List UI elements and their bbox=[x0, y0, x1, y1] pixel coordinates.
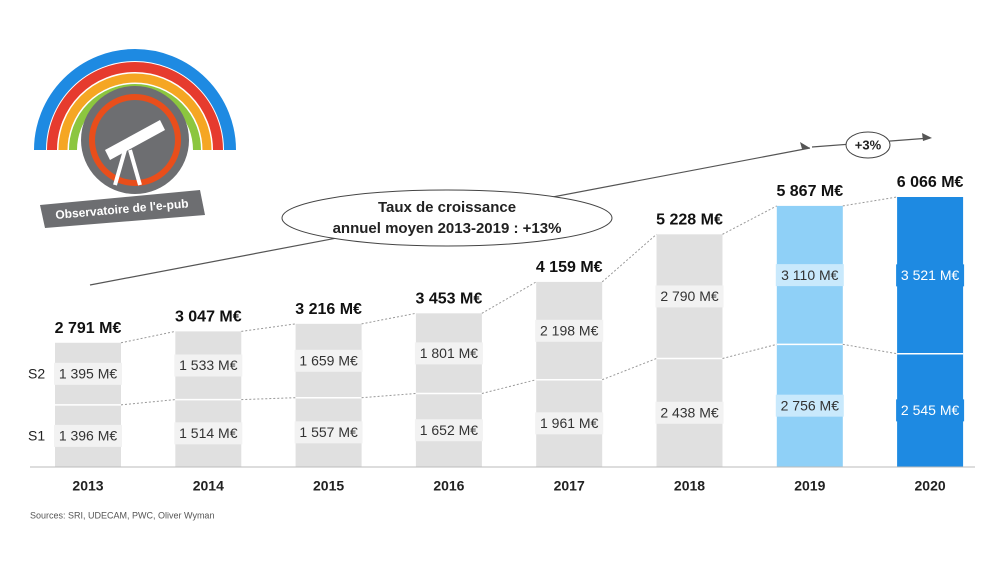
label-box bbox=[655, 401, 724, 424]
connector bbox=[481, 379, 537, 394]
source: Sources: SRI, UDECAM, PWC, Oliver Wyman bbox=[30, 510, 214, 520]
label-box bbox=[174, 354, 243, 377]
label-box bbox=[174, 422, 243, 445]
total-label: 4 159 M€ bbox=[536, 259, 603, 276]
label-box bbox=[896, 399, 965, 422]
connector bbox=[241, 323, 296, 332]
label-box bbox=[294, 421, 363, 444]
label-box bbox=[54, 362, 122, 385]
connector bbox=[601, 233, 657, 283]
segment-label: 3 110 M€ bbox=[781, 267, 839, 283]
connector bbox=[361, 392, 416, 399]
x-tick-label: 2018 bbox=[674, 478, 705, 494]
connector bbox=[842, 196, 898, 207]
connector bbox=[722, 343, 777, 359]
connector bbox=[481, 281, 537, 314]
segment-label: 2 198 M€ bbox=[540, 323, 599, 339]
total-label: 3 047 M€ bbox=[175, 309, 242, 326]
annotation: Taux de croissance bbox=[378, 199, 516, 216]
total-label: 5 867 M€ bbox=[776, 183, 843, 200]
x-tick-label: 2019 bbox=[794, 478, 825, 494]
segment-label: 2 756 M€ bbox=[781, 397, 840, 413]
x-tick-label: 2013 bbox=[72, 478, 103, 494]
x-tick-label: 2017 bbox=[554, 478, 585, 494]
x-tick-label: 2014 bbox=[193, 478, 224, 494]
annotation-bubble bbox=[845, 131, 891, 159]
legend-label: S1 bbox=[28, 428, 45, 444]
segment-label: 1 961 M€ bbox=[540, 415, 599, 431]
connector bbox=[842, 343, 898, 355]
label-box bbox=[535, 412, 604, 435]
total-label: 2 791 M€ bbox=[55, 320, 122, 337]
connector bbox=[241, 397, 296, 401]
logo: Observatoire de l'e-pub bbox=[34, 49, 236, 228]
connector bbox=[120, 399, 176, 406]
annotation: annuel moyen 2013-2019 : +13% bbox=[333, 220, 562, 237]
arrow-head bbox=[800, 142, 810, 149]
segment-label: 2 438 M€ bbox=[660, 404, 719, 420]
connector bbox=[722, 205, 778, 235]
label-box bbox=[775, 394, 844, 417]
connector bbox=[120, 330, 176, 344]
segment-label: 1 652 M€ bbox=[420, 422, 479, 438]
legend-label: S2 bbox=[28, 366, 45, 382]
connector bbox=[602, 358, 657, 381]
label-box bbox=[655, 285, 724, 308]
segment-label: 1 395 M€ bbox=[59, 366, 118, 382]
arrow-head bbox=[922, 133, 932, 141]
segment-label: 1 533 M€ bbox=[179, 357, 238, 373]
total-label: 6 066 M€ bbox=[897, 174, 964, 191]
x-tick-label: 2015 bbox=[313, 478, 344, 494]
label-box bbox=[294, 349, 363, 372]
segment-label: 1 801 M€ bbox=[420, 345, 479, 361]
total-label: 5 228 M€ bbox=[656, 212, 723, 229]
label-box bbox=[896, 264, 965, 287]
label-box bbox=[414, 342, 483, 365]
label-box bbox=[414, 419, 483, 442]
segment-label: 1 396 M€ bbox=[59, 428, 118, 444]
x-tick-label: 2020 bbox=[915, 478, 946, 494]
annotation-bubble bbox=[281, 189, 613, 247]
annotation: +3% bbox=[855, 137, 882, 152]
segment-label: 2 545 M€ bbox=[901, 402, 960, 418]
segment-label: 1 514 M€ bbox=[179, 425, 238, 441]
total-label: 3 453 M€ bbox=[416, 291, 483, 308]
label-box bbox=[535, 319, 604, 342]
x-tick-label: 2016 bbox=[433, 478, 464, 494]
label-box bbox=[775, 264, 844, 287]
segment-label: 1 659 M€ bbox=[299, 352, 358, 368]
segment-label: 3 521 M€ bbox=[901, 267, 960, 283]
segment-label: 1 557 M€ bbox=[299, 424, 358, 440]
segment-label: 2 790 M€ bbox=[660, 288, 719, 304]
total-label: 3 216 M€ bbox=[295, 301, 362, 318]
connector bbox=[361, 312, 416, 325]
label-box bbox=[54, 424, 122, 447]
